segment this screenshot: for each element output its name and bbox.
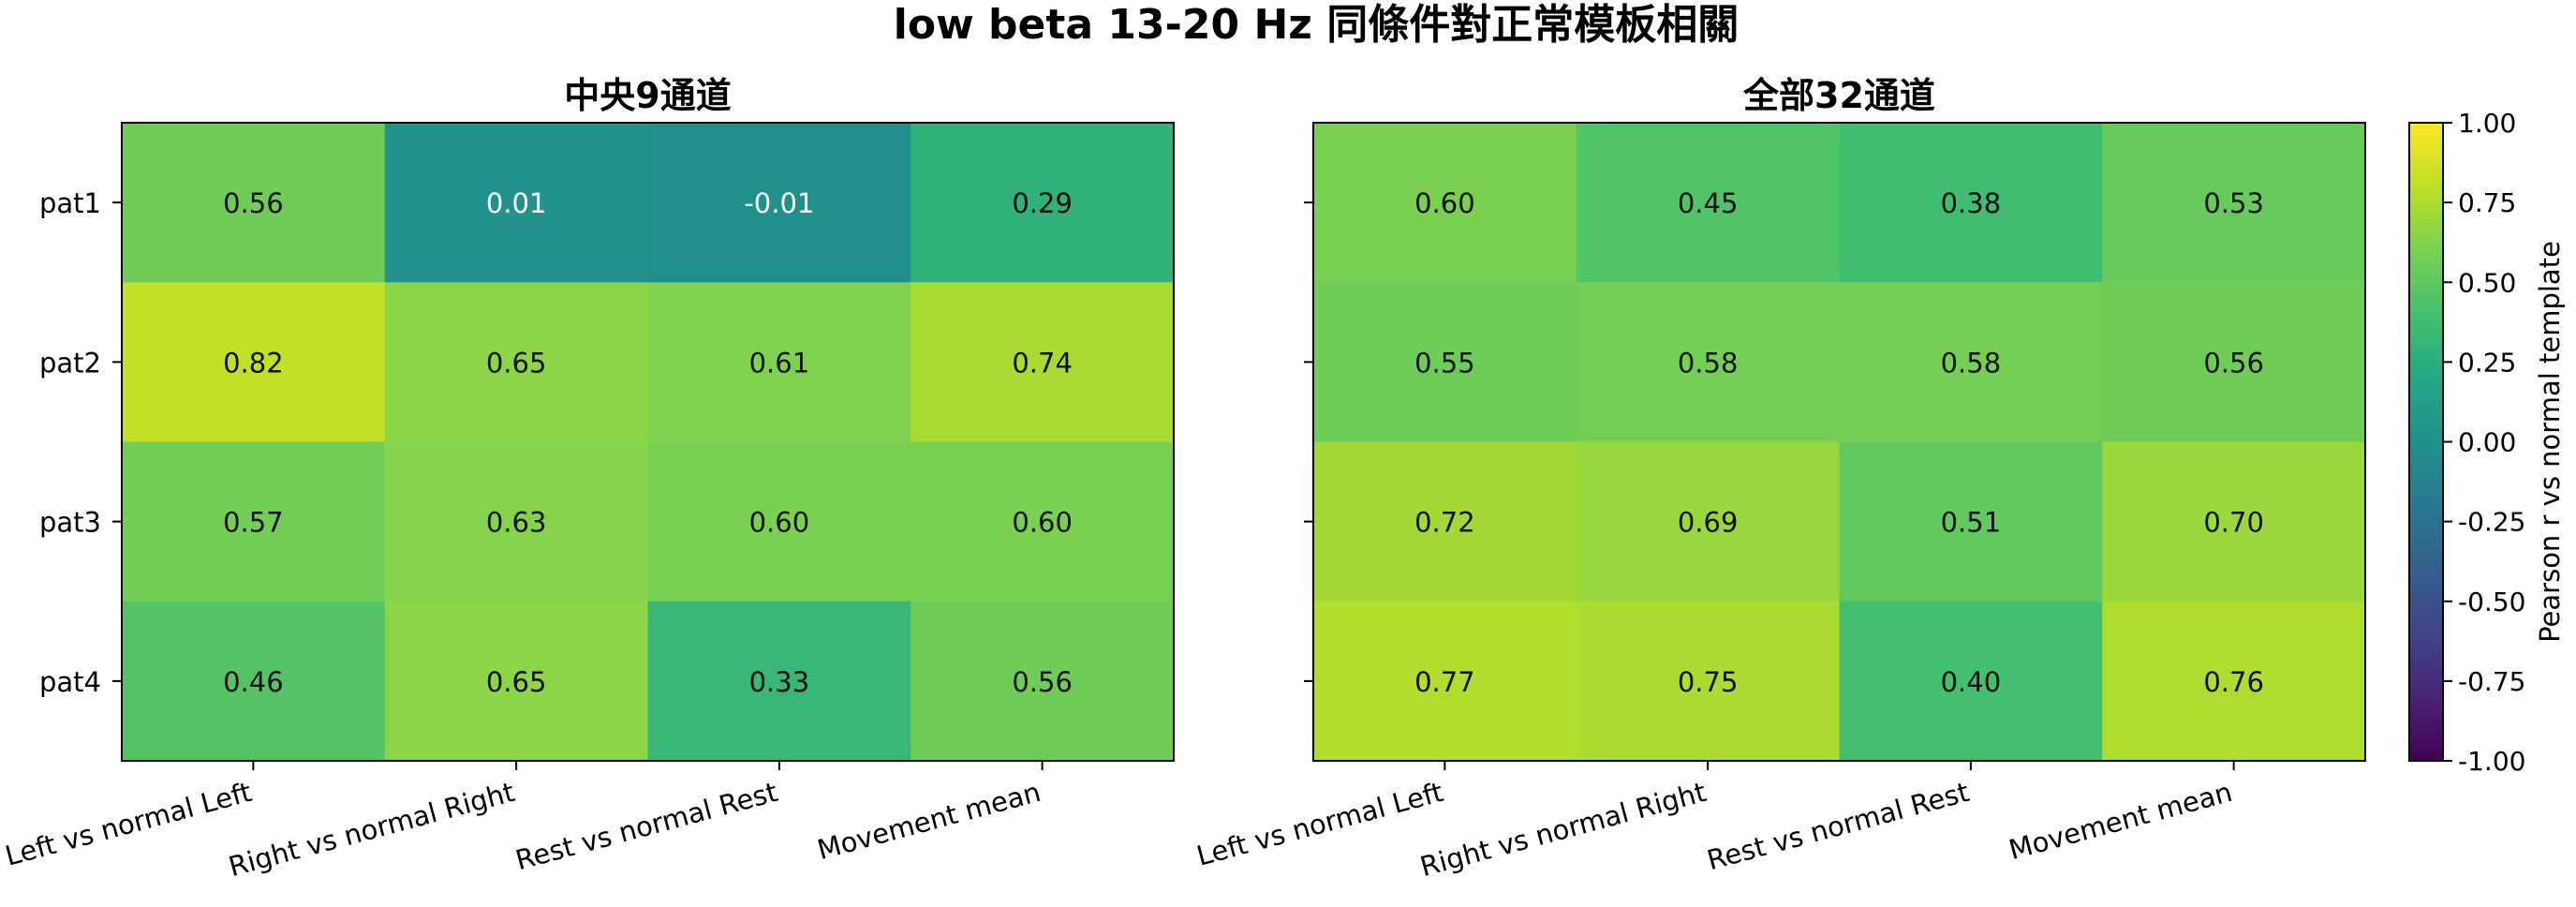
heatmap-cell [122, 441, 386, 602]
cell-value-label: 0.76 [2203, 666, 2264, 698]
cell-value-label: 0.77 [1414, 666, 1475, 698]
cell-value-label: 0.56 [1012, 666, 1073, 698]
heatmap-cell [647, 601, 911, 762]
colorbar-tick-label: 0.00 [2458, 427, 2516, 458]
heatmap-cell [122, 123, 386, 283]
x-tick-label: Rest vs normal Rest [512, 776, 781, 876]
heatmap-panel-all: 全部32通道 0.60 0.45 0.38 0.53 0.55 0.58 0.58 0.56 0.… [1193, 75, 2366, 883]
y-tick-label: pat4 [39, 666, 101, 698]
heatmap-cell [1576, 601, 1840, 762]
heatmap-cell [647, 441, 911, 602]
heatmap-cell [1839, 282, 2103, 442]
heatmap-cell [1313, 441, 1577, 602]
cell-value-label: 0.63 [486, 507, 547, 539]
cell-value-label: 0.60 [1414, 187, 1475, 219]
heatmap-cell [1839, 441, 2103, 602]
colorbar-label: Pearson r vs normal template [2534, 241, 2566, 643]
cell-value-label: 0.72 [1414, 507, 1475, 539]
cell-value-label: 0.75 [1678, 666, 1739, 698]
heatmap-cell [1313, 123, 1577, 283]
heatmap-cell [910, 123, 1175, 283]
heatmap-cell [1576, 441, 1840, 602]
heatmap-cell [910, 601, 1175, 762]
heatmap-cell [2102, 123, 2366, 283]
colorbar: 1.00 0.75 0.50 0.25 0.00 -0.25 -0.50 -0.75 -1.00… [2408, 108, 2566, 777]
heatmap-cell [1839, 123, 2103, 283]
figure-title: low beta 13-20 Hz 同條件對正常模板相關 [894, 1, 1739, 49]
cell-value-label: 0.38 [1941, 187, 2002, 219]
cell-value-label: 0.45 [1678, 187, 1739, 219]
cell-value-label: 0.74 [1012, 347, 1073, 379]
cell-value-label: -0.01 [744, 187, 814, 219]
x-tick-label: Right vs normal Right [226, 776, 518, 883]
cell-value-label: 0.46 [223, 666, 284, 698]
heatmap-cell [910, 282, 1175, 442]
cell-value-label: 0.51 [1941, 507, 2002, 539]
heatmap-cell [122, 601, 386, 762]
cell-value-label: 0.55 [1414, 347, 1475, 379]
colorbar-tick-label: 1.00 [2458, 108, 2516, 139]
heatmap-cell [384, 123, 648, 283]
cell-value-label: 0.57 [223, 507, 284, 539]
cell-value-label: 0.29 [1012, 187, 1073, 219]
colorbar-tick-label: 0.25 [2458, 347, 2516, 378]
colorbar-tick-label: 0.75 [2458, 187, 2516, 218]
heatmap-cell [2102, 282, 2366, 442]
heatmap-cell [1313, 601, 1577, 762]
colorbar-tick-label: -0.75 [2458, 666, 2525, 697]
heatmap-cell [647, 282, 911, 442]
cell-value-label: 0.40 [1941, 666, 2002, 698]
colorbar-tick-label: -0.25 [2458, 507, 2525, 538]
axes-frame [1312, 122, 2366, 762]
axes-frame [121, 122, 1175, 762]
colorbar-gradient [2409, 123, 2443, 761]
heatmap-cell [384, 441, 648, 602]
x-tick-label: Right vs normal Right [1417, 776, 1710, 883]
heatmap-cell [1576, 123, 1840, 283]
heatmap-cell [384, 282, 648, 442]
x-tick-label: Left vs normal Left [1193, 776, 1446, 872]
heatmap-cell [1839, 601, 2103, 762]
colorbar-tick-label: 0.50 [2458, 267, 2516, 298]
cell-value-label: 0.56 [2203, 347, 2264, 379]
cell-value-label: 0.60 [1012, 507, 1073, 539]
cell-value-label: 0.65 [486, 347, 547, 379]
cell-value-label: 0.53 [2203, 187, 2264, 219]
heatmap-cell [647, 123, 911, 283]
heatmap-cell [384, 601, 648, 762]
panel-title: 中央9通道 [564, 75, 731, 116]
heatmap-cell [122, 282, 386, 442]
cell-value-label: 0.33 [749, 666, 810, 698]
heatmap-cell [2102, 441, 2366, 602]
cell-value-label: 0.61 [749, 347, 810, 379]
cell-value-label: 0.82 [223, 347, 284, 379]
cell-value-label: 0.70 [2203, 507, 2264, 539]
x-tick-label: Left vs normal Left [2, 776, 255, 872]
cell-value-label: 0.01 [486, 187, 547, 219]
cell-value-label: 0.56 [223, 187, 284, 219]
heatmap-cell [1313, 282, 1577, 442]
cell-value-label: 0.58 [1678, 347, 1739, 379]
colorbar-tick-label: -1.00 [2458, 746, 2525, 777]
heatmap-panel-central: 中央9通道 0.56 0.01 -0.01 0.29 0.82 0.65 0.61 0.74 0.… [2, 75, 1175, 883]
x-tick-label: Movement mean [2006, 776, 2236, 866]
heatmap-cell [1576, 282, 1840, 442]
x-tick-label: Rest vs normal Rest [1704, 776, 1973, 876]
panel-title: 全部32通道 [1742, 75, 1935, 116]
cell-value-label: 0.69 [1678, 507, 1739, 539]
cell-value-label: 0.58 [1941, 347, 2002, 379]
y-tick-label: pat1 [39, 187, 101, 219]
colorbar-tick-label: -0.50 [2458, 587, 2525, 617]
heatmap-cell [910, 441, 1175, 602]
y-tick-label: pat2 [39, 347, 101, 379]
cell-value-label: 0.60 [749, 507, 810, 539]
cell-value-label: 0.65 [486, 666, 547, 698]
y-tick-label: pat3 [39, 507, 101, 539]
x-tick-label: Movement mean [814, 776, 1044, 866]
heatmap-cell [2102, 601, 2366, 762]
